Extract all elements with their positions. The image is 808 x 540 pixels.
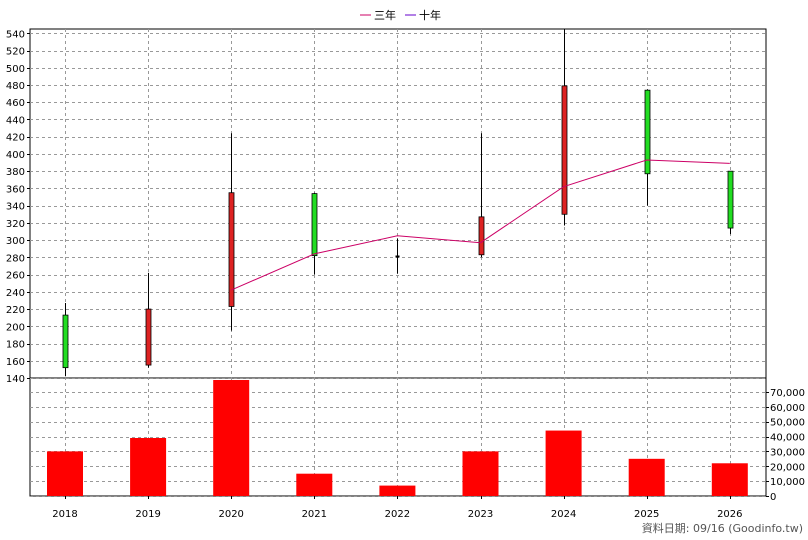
- year-tick-label: 2025: [634, 509, 659, 520]
- volume-bar: [213, 380, 250, 496]
- price-tick-label: 420: [6, 133, 25, 144]
- year-tick-label: 2018: [52, 509, 77, 520]
- volume-bar: [47, 451, 83, 496]
- volume-tick-label: 0: [770, 492, 776, 503]
- year-tick-label: 2024: [551, 509, 576, 520]
- volume-tick-label: 70,000: [770, 388, 805, 399]
- year-tick-label: 2026: [717, 509, 742, 520]
- candle-body: [62, 314, 69, 369]
- price-tick-label: 220: [6, 305, 25, 316]
- candle-body: [145, 308, 152, 366]
- volume-tick-label: 20,000: [770, 462, 805, 473]
- volume-axis: 0 10,000 20,000 30,000 40,000 50,000 60,000 70,…: [766, 388, 805, 503]
- price-tick-label: 360: [6, 184, 25, 195]
- volume-tick-label: 30,000: [770, 447, 805, 458]
- candlesticks: [62, 29, 734, 377]
- volume-bar: [711, 463, 748, 496]
- volume-bar: [130, 438, 167, 496]
- volume-bar: [379, 485, 416, 496]
- legend: 三年 十年: [360, 8, 441, 22]
- price-tick-label: 460: [6, 98, 25, 109]
- price-tick-label: 140: [6, 374, 25, 385]
- price-tick-label: 400: [6, 150, 25, 161]
- price-tick-label: 480: [6, 81, 25, 92]
- source-label: 資料日期: 09/16 (Goodinfo.tw): [642, 521, 803, 535]
- candle-body: [561, 85, 568, 215]
- price-tick-label: 440: [6, 115, 25, 126]
- volume-tick-label: 10,000: [770, 477, 805, 488]
- volume-tick-label: 50,000: [770, 418, 805, 429]
- volume-bar: [545, 430, 582, 496]
- price-tick-label: 160: [6, 357, 25, 368]
- ma3-line: [231, 159, 730, 291]
- volume-bar: [462, 451, 499, 496]
- price-tick-label: 200: [6, 322, 25, 333]
- candle-body: [727, 170, 734, 229]
- year-tick-label: 2021: [302, 509, 327, 520]
- volume-tick-label: 60,000: [770, 403, 805, 414]
- year-tick-label: 2020: [218, 509, 243, 520]
- price-tick-label: 180: [6, 340, 25, 351]
- price-tick-label: 540: [6, 29, 25, 40]
- volume-bars: [47, 380, 748, 496]
- volume-bar: [296, 473, 333, 496]
- price-tick-label: 500: [6, 64, 25, 75]
- price-tick-label: 380: [6, 167, 25, 178]
- year-tick-label: 2023: [468, 509, 493, 520]
- legend-label-ma3: 三年: [374, 8, 396, 22]
- price-tick-label: 300: [6, 236, 25, 247]
- legend-label-ma10: 十年: [419, 8, 441, 22]
- price-axis: 140 160 180 200 220 240 260 280 300 320 340 360 380 4…: [6, 29, 30, 385]
- ma-lines: [231, 159, 730, 291]
- year-tick-label: 2022: [385, 509, 410, 520]
- candle-body: [311, 193, 318, 257]
- year-tick-label: 2019: [135, 509, 160, 520]
- year-axis: 2018 2019 2020 2021 2022 2023 2024 2025 2026: [52, 496, 743, 520]
- price-tick-label: 520: [6, 47, 25, 58]
- candle-body: [478, 216, 485, 256]
- volume-tick-label: 40,000: [770, 433, 805, 444]
- price-tick-label: 320: [6, 219, 25, 230]
- candle-body: [644, 89, 651, 175]
- candle-body: [228, 192, 235, 307]
- price-tick-label: 280: [6, 253, 25, 264]
- price-tick-label: 240: [6, 288, 25, 299]
- price-tick-label: 260: [6, 271, 25, 282]
- volume-bar: [628, 458, 665, 496]
- price-tick-label: 340: [6, 202, 25, 213]
